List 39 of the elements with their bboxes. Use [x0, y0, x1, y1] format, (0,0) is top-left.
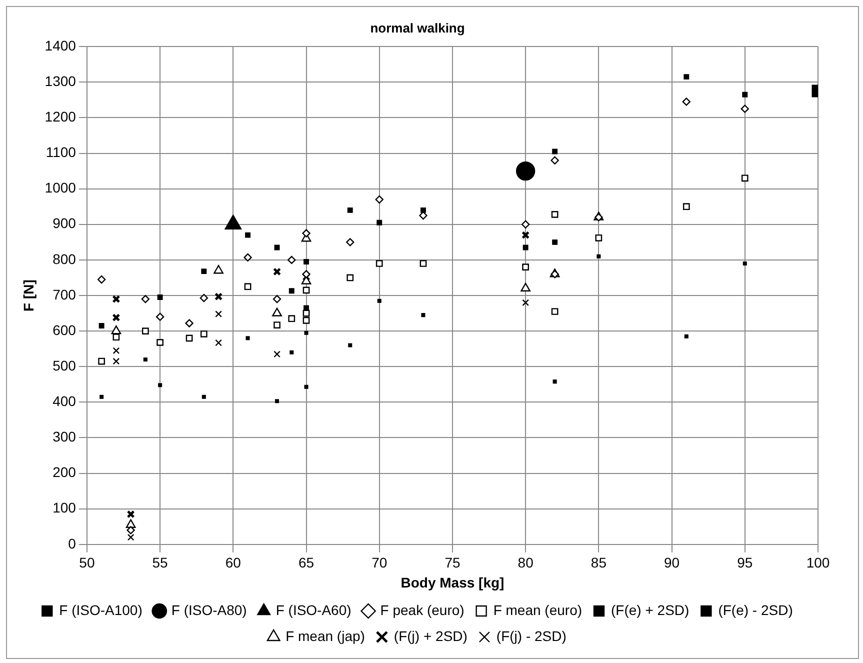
y-tick-label: 300 [52, 428, 76, 445]
x-axis-title: Body Mass [kg] [400, 574, 504, 590]
y-tick-label: 1400 [44, 37, 76, 54]
x-tick-label: 75 [444, 554, 460, 571]
x-tick-label: 85 [590, 554, 607, 571]
x-tick-label: 65 [298, 554, 314, 571]
y-tick-label: 700 [52, 286, 76, 302]
legend-label: (F(e) + 2SD) [611, 602, 690, 618]
x-tick-label: 80 [518, 554, 534, 571]
y-tick-label: 800 [52, 250, 76, 267]
legend-label: (F(j) + 2SD) [394, 628, 468, 644]
y-tick-label: 1000 [44, 180, 76, 196]
legend-label: F (ISO-A80) [171, 602, 247, 618]
y-tick-label: 200 [52, 464, 76, 480]
x-tick-label: 60 [225, 554, 242, 571]
x-tick-label: 55 [152, 554, 168, 571]
legend-label: (F(j) - 2SD) [496, 628, 566, 644]
x-tick-label: 70 [372, 554, 388, 571]
legend-label: F mean (jap) [286, 628, 365, 644]
y-tick-label: 400 [52, 393, 76, 410]
y-tick-label: 1300 [44, 73, 76, 90]
legend-label: (F(e) - 2SD) [718, 602, 793, 618]
chart-title: normal walking [370, 20, 465, 36]
y-tick-label: 500 [52, 357, 76, 374]
x-tick-label: 100 [806, 554, 830, 571]
y-tick-label: 600 [52, 322, 76, 338]
legend-label: F mean (euro) [493, 602, 582, 618]
y-tick-label: 1100 [46, 144, 76, 160]
legend-label: F (ISO-A60) [276, 602, 352, 618]
y-axis-title: F [N] [20, 280, 36, 312]
y-tick-label: 0 [68, 535, 76, 552]
legend-label: F peak (euro) [380, 602, 464, 618]
x-tick-label: 50 [79, 554, 95, 571]
y-tick-label: 100 [52, 500, 76, 516]
y-tick-label: 1200 [44, 108, 76, 125]
x-tick-label: 95 [737, 554, 753, 571]
y-tick-label: 900 [52, 215, 76, 232]
x-tick-label: 90 [664, 554, 680, 571]
legend-label: F (ISO-A100) [59, 602, 142, 618]
